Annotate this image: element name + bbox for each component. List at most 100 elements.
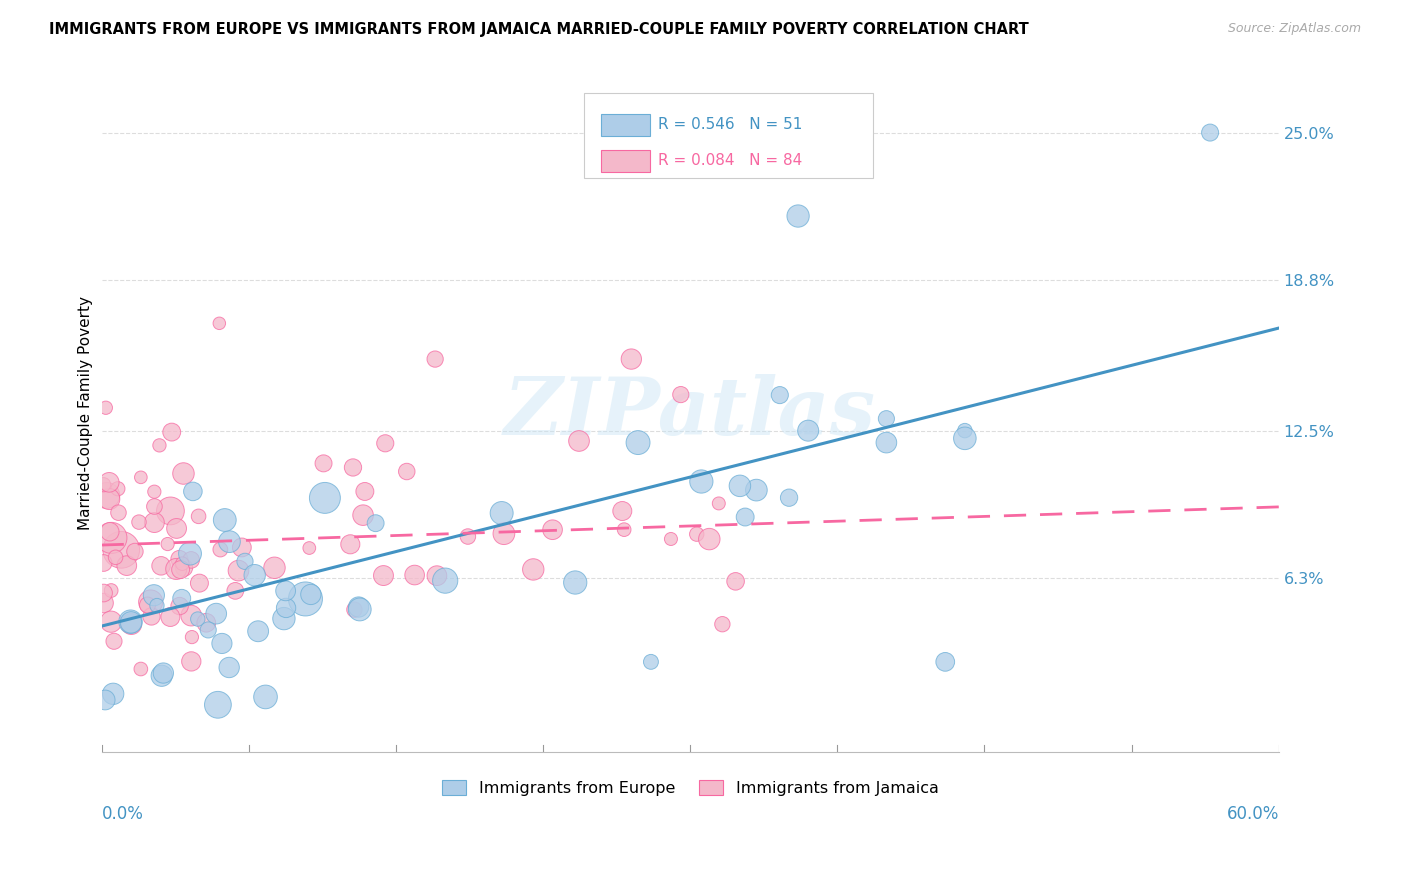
Point — [173, 560, 195, 574]
Point — [426, 568, 449, 582]
Point — [352, 508, 374, 523]
Point — [787, 209, 810, 223]
Point — [214, 513, 236, 527]
Point — [100, 583, 122, 598]
Point — [395, 465, 418, 479]
Point — [769, 388, 792, 402]
Point — [273, 611, 295, 625]
Point — [934, 655, 956, 669]
Point — [347, 600, 370, 615]
Point — [172, 557, 194, 571]
Point — [180, 630, 202, 644]
Text: 60.0%: 60.0% — [1226, 805, 1279, 823]
Point — [243, 568, 266, 582]
Point — [875, 411, 897, 425]
Point — [373, 568, 395, 582]
Point — [620, 352, 643, 367]
Point — [169, 563, 191, 577]
Point — [100, 615, 122, 629]
Point — [165, 562, 187, 576]
Point — [274, 601, 297, 615]
Point — [734, 510, 756, 524]
Point — [343, 602, 366, 616]
FancyBboxPatch shape — [585, 94, 873, 178]
Text: ZIPatlas: ZIPatlas — [505, 374, 876, 451]
Point — [423, 352, 446, 367]
Point — [207, 698, 229, 712]
Point — [187, 509, 209, 524]
Point — [1199, 126, 1222, 140]
Point — [107, 482, 129, 496]
Point — [180, 654, 202, 668]
Point — [659, 532, 682, 546]
FancyBboxPatch shape — [600, 114, 650, 136]
Point — [120, 615, 142, 630]
Point — [669, 387, 692, 401]
Point — [541, 523, 564, 537]
Text: R = 0.084   N = 84: R = 0.084 N = 84 — [658, 153, 803, 169]
Point — [143, 484, 166, 499]
Point — [98, 524, 121, 539]
Point — [349, 602, 371, 616]
Point — [274, 583, 297, 598]
Point — [312, 456, 335, 470]
Point — [627, 435, 650, 450]
Point — [101, 687, 124, 701]
Point — [778, 491, 800, 505]
Point — [797, 424, 820, 438]
Point — [129, 662, 152, 676]
Point — [146, 599, 169, 613]
Point — [697, 532, 720, 546]
Point — [707, 496, 730, 510]
Point — [169, 599, 191, 613]
Point — [120, 615, 142, 629]
Point — [104, 550, 127, 565]
Point — [93, 477, 115, 491]
Point — [115, 558, 138, 573]
Text: IMMIGRANTS FROM EUROPE VS IMMIGRANTS FROM JAMAICA MARRIED-COUPLE FAMILY POVERTY : IMMIGRANTS FROM EUROPE VS IMMIGRANTS FRO… — [49, 22, 1029, 37]
Point — [170, 591, 193, 606]
Point — [522, 562, 544, 576]
Point — [953, 424, 976, 438]
Point — [150, 558, 173, 573]
Point — [218, 534, 240, 549]
Point — [231, 541, 253, 555]
Point — [875, 435, 897, 450]
Point — [143, 516, 166, 530]
Point — [160, 425, 183, 439]
Point — [457, 529, 479, 543]
Point — [124, 544, 146, 558]
Point — [100, 531, 122, 545]
Point — [492, 526, 515, 541]
Point — [107, 506, 129, 520]
Point — [142, 588, 165, 602]
Point — [139, 595, 162, 609]
Point — [247, 624, 270, 639]
Point — [180, 608, 202, 623]
Point — [103, 634, 125, 648]
Point — [148, 438, 170, 452]
Point — [208, 316, 231, 330]
Point — [711, 617, 734, 632]
Point — [159, 504, 181, 518]
Point — [150, 669, 173, 683]
Point — [263, 561, 285, 575]
Point — [339, 537, 361, 551]
Point — [94, 693, 117, 707]
Point — [374, 436, 396, 450]
Point — [728, 479, 751, 493]
Point — [128, 515, 150, 529]
Point — [613, 523, 636, 537]
Point — [568, 434, 591, 448]
Point — [166, 521, 188, 535]
Point — [129, 470, 152, 484]
Point — [953, 431, 976, 445]
Point — [205, 607, 228, 621]
Point — [299, 587, 322, 601]
Point — [93, 586, 115, 600]
Point — [254, 690, 277, 704]
Point — [98, 491, 121, 506]
Point — [342, 460, 364, 475]
Point — [404, 568, 426, 582]
Point — [354, 484, 377, 499]
